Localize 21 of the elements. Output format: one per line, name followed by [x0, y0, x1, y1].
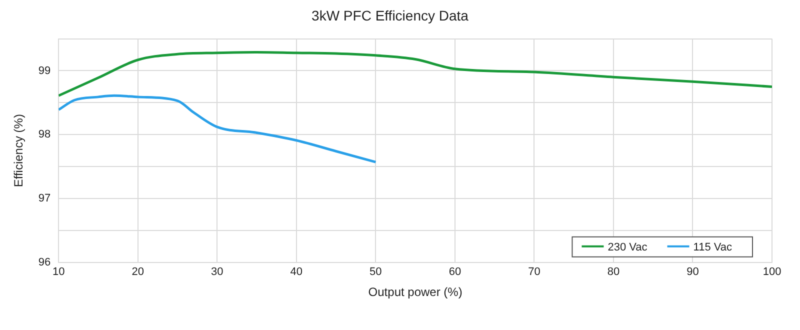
- x-tick-label: 60: [448, 266, 462, 278]
- x-tick-label: 40: [290, 266, 303, 278]
- legend-label: 230 Vac: [608, 241, 648, 254]
- y-tick-label: 98: [38, 128, 51, 141]
- x-tick-label: 20: [132, 266, 144, 278]
- legend-label: 115 Vac: [693, 241, 732, 254]
- x-tick-label: 70: [528, 266, 540, 278]
- x-tick-label: 80: [607, 266, 620, 278]
- x-tick-label: 30: [211, 266, 224, 278]
- chart-title: 3kW PFC Efficiency Data: [312, 7, 469, 24]
- x-tick-label: 10: [52, 266, 65, 278]
- y-tick-label: 99: [38, 64, 51, 77]
- x-tick-label: 100: [762, 266, 782, 278]
- x-tick-label: 50: [370, 266, 382, 278]
- line-series: [58, 94, 377, 164]
- y-axis-title: Efficiency (%): [12, 114, 26, 188]
- y-tick-label: 97: [38, 192, 51, 205]
- line-series: [58, 50, 772, 97]
- x-tick-label: 90: [686, 266, 699, 278]
- y-tick-label: 96: [38, 256, 51, 268]
- x-axis-title: Output power (%): [368, 285, 462, 300]
